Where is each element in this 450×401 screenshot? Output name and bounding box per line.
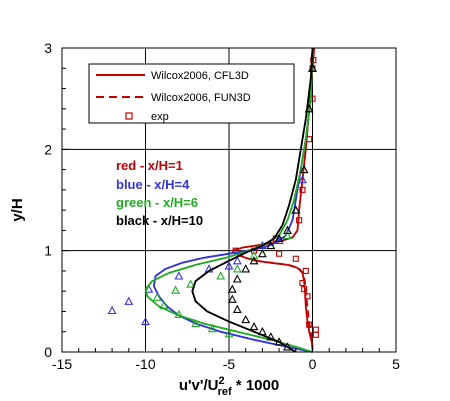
- exp-marker-black: [274, 337, 284, 346]
- legend: Wilcox2006, CFL3D Wilcox2006, FUN3D exp: [88, 63, 295, 124]
- exp-marker-red: [306, 321, 313, 328]
- exp-marker-red: [299, 186, 306, 193]
- exp-marker-black: [304, 104, 314, 113]
- exp-marker-black: [241, 264, 251, 273]
- legend-label-cfl3d: Wilcox2006, CFL3D: [151, 70, 249, 82]
- exp-marker-blue: [107, 305, 117, 315]
- y-tick-label: 3: [44, 40, 52, 56]
- cfl3d-line-black: [191, 47, 314, 353]
- legend-label-exp: exp: [151, 111, 169, 123]
- exp-marker-red: [292, 255, 299, 262]
- exp-marker-black: [241, 314, 251, 324]
- exp-marker-green: [191, 318, 201, 328]
- exp-marker-black: [291, 205, 301, 214]
- exp-marker-red: [296, 217, 303, 224]
- exp-marker-blue: [144, 284, 154, 293]
- exp-marker-black: [232, 304, 242, 313]
- exp-marker-black: [308, 63, 317, 72]
- series-black: [191, 47, 317, 353]
- exp-marker-red: [299, 280, 306, 287]
- exp-marker-blue: [124, 296, 134, 305]
- y-tick-label: 0: [44, 344, 52, 360]
- exp-marker-black: [227, 284, 237, 293]
- color-annotations: red - x/H=1 blue - x/H=4 green - x/H=6 b…: [116, 158, 203, 228]
- exp-marker-red: [301, 286, 308, 293]
- exp-marker-green: [159, 300, 169, 309]
- exp-marker-green: [224, 329, 234, 338]
- annotation-green: green - x/H=6: [116, 195, 198, 210]
- legend-box: [88, 63, 295, 124]
- axis-ticks: -15 -10 -5 0 5 0 1 2 3: [44, 40, 400, 372]
- exp-marker-blue: [224, 261, 234, 270]
- exp-marker-red: [312, 331, 319, 338]
- annotation-blue: blue - x/H=4: [116, 177, 190, 192]
- exp-marker-black: [266, 332, 276, 341]
- exp-marker-red: [276, 250, 283, 257]
- exp-marker-black: [232, 274, 242, 283]
- legend-label-fun3d: Wilcox2006, FUN3D: [151, 92, 251, 104]
- exp-marker-black: [249, 322, 259, 331]
- exp-marker-black: [283, 342, 292, 351]
- y-axis-title: y/H: [9, 198, 26, 221]
- series-layer: [107, 47, 319, 353]
- y-tick-label: 1: [44, 243, 52, 259]
- exp-marker-green: [152, 292, 162, 301]
- legend-square-marker: [125, 112, 133, 120]
- exp-marker-black: [274, 233, 284, 243]
- exp-marker-green: [171, 285, 181, 294]
- annotation-black: black - x/H=10: [116, 213, 203, 228]
- x-tick-label: 0: [309, 356, 317, 372]
- exp-marker-black: [227, 294, 237, 303]
- exp-marker-green: [283, 230, 292, 240]
- exp-marker-green: [249, 251, 259, 260]
- y-tick-label: 2: [44, 141, 52, 157]
- exp-marker-black: [283, 225, 292, 234]
- x-axis-title-tail: * 1000: [232, 377, 280, 394]
- exp-marker-red: [312, 326, 319, 333]
- exp-marker-black: [249, 256, 259, 265]
- exp-marker-black: [257, 327, 267, 336]
- exp-marker-green: [186, 279, 196, 288]
- x-axis-title-sup: 2: [218, 375, 224, 387]
- annotation-red: red - x/H=1: [116, 158, 183, 173]
- exp-marker-red: [302, 267, 309, 274]
- exp-marker-black: [299, 164, 309, 174]
- exp-marker-green: [216, 271, 226, 280]
- x-tick-label: -5: [223, 356, 236, 372]
- exp-marker-green: [174, 309, 184, 319]
- exp-marker-blue: [174, 271, 184, 280]
- exp-marker-green: [232, 264, 242, 273]
- x-axis-title-main: u'v'/U: [179, 377, 219, 394]
- exp-marker-red: [304, 293, 311, 300]
- exp-marker-green: [207, 324, 217, 333]
- x-axis-title-sub: ref: [218, 386, 232, 398]
- cfl3d-line-green: [144, 47, 314, 353]
- exp-marker-blue: [298, 175, 307, 184]
- x-tick-label: -15: [52, 356, 72, 372]
- x-axis-title: u'v'/U2 ref * 1000: [179, 375, 279, 398]
- exp-marker-black: [266, 240, 276, 250]
- exp-marker-black: [257, 249, 267, 258]
- x-tick-label: -10: [135, 356, 155, 372]
- exp-marker-blue: [232, 256, 242, 265]
- x-tick-label: 5: [392, 356, 400, 372]
- cfl3d-line-red: [230, 47, 316, 351]
- exp-marker-red: [310, 57, 317, 64]
- cfl3d-line-blue: [152, 47, 314, 353]
- exp-marker-blue: [141, 316, 150, 326]
- exp-marker-blue: [274, 235, 284, 245]
